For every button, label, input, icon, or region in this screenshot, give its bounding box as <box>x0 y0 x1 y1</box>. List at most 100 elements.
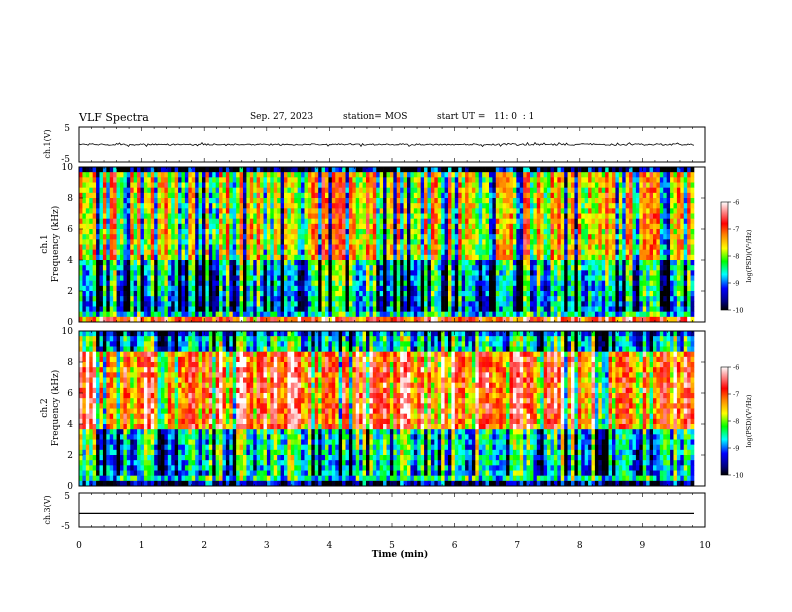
spectrogram-cell <box>287 177 292 183</box>
spectrogram-cell <box>154 182 158 188</box>
spectrogram-cell <box>567 275 572 281</box>
spectrogram-cell <box>232 234 237 240</box>
spectrogram-cell <box>178 208 182 214</box>
spectrogram-cell <box>328 301 333 307</box>
spectrogram-cell <box>284 249 288 256</box>
spectrogram-cell <box>492 260 497 266</box>
spectrogram-cell <box>454 208 459 214</box>
spectrogram-cell <box>198 270 203 276</box>
spectrogram-cell <box>318 223 322 230</box>
spectrogram-cell <box>632 203 637 209</box>
spectrogram-cell <box>499 265 503 271</box>
spectrogram-cell <box>451 301 456 307</box>
spectrogram-cell <box>379 301 384 307</box>
spectrogram-cell <box>577 213 582 219</box>
spectrogram-cell <box>471 192 476 199</box>
spectrogram-cell <box>191 229 196 235</box>
spectrogram-cell <box>126 280 131 287</box>
spectrogram-cell <box>448 275 452 281</box>
spectrogram-cell <box>109 223 114 230</box>
spectrogram-cell <box>506 234 510 240</box>
spectrogram-cell <box>417 311 421 318</box>
spectrogram-cell <box>331 198 336 204</box>
spectrogram-cell <box>560 198 565 204</box>
spectrogram-cell <box>225 208 230 214</box>
spectrogram-cell <box>642 213 647 219</box>
spectrogram-cell <box>629 234 633 240</box>
spectrogram-cell <box>591 218 596 225</box>
spectrogram-cell <box>359 244 363 250</box>
spectrogram-cell <box>290 192 295 199</box>
spectrogram-cell <box>629 260 633 266</box>
spectrogram-cell <box>140 218 145 225</box>
spectrogram-cell <box>642 254 647 261</box>
spectrogram-cell <box>564 249 568 256</box>
spectrogram-cell <box>273 275 278 281</box>
spectrogram-cell <box>362 239 367 245</box>
spectrogram-cell <box>605 275 609 281</box>
spectrogram-cell <box>403 249 408 256</box>
spectrogram-cell <box>417 301 421 307</box>
spectrogram-cell <box>188 280 193 287</box>
spectrogram-cell <box>420 213 425 219</box>
spectrogram-cell <box>584 306 589 312</box>
spectrogram-cell <box>594 306 599 312</box>
spectrogram-cell <box>256 182 261 188</box>
spectrogram-cell <box>605 270 609 276</box>
spectrogram-cell <box>294 213 298 219</box>
spectrogram-cell <box>191 192 196 199</box>
spectrogram-cell <box>85 316 90 323</box>
spectrogram-cell <box>164 311 169 318</box>
spectrogram-cell <box>348 213 353 219</box>
spectrogram-cell <box>287 187 292 194</box>
spectrogram-cell <box>618 192 623 199</box>
spectrogram-cell <box>632 198 637 204</box>
spectrogram-cell <box>171 254 175 261</box>
spectrogram-cell <box>273 270 278 276</box>
spectrogram-cell <box>143 198 148 204</box>
spectrogram-cell <box>325 260 329 266</box>
spectrogram-cell <box>301 229 305 235</box>
spectrogram-cell <box>191 249 196 256</box>
spectrogram-cell <box>547 229 551 235</box>
spectrogram-cell <box>376 301 380 307</box>
spectrogram-cell <box>540 218 544 225</box>
spectrogram-cell <box>550 285 555 292</box>
spectrogram-cell <box>229 296 234 302</box>
spectrogram-cell <box>526 182 531 188</box>
spectrogram-cell <box>123 244 128 250</box>
spectrogram-cell <box>116 203 121 209</box>
spectrogram-cell <box>174 177 179 183</box>
spectrogram-cell <box>79 254 83 261</box>
spectrogram-cell <box>82 280 87 287</box>
spectrogram-cell <box>260 218 264 225</box>
spectrogram-cell <box>601 192 606 199</box>
spectrogram-cell <box>471 249 476 256</box>
spectrogram-cell <box>198 249 203 256</box>
spectrogram-cell <box>612 187 616 194</box>
spectrogram-cell <box>536 291 541 297</box>
spectrogram-cell <box>304 218 309 225</box>
spectrogram-cell <box>564 270 568 276</box>
spectrogram-cell <box>557 265 562 271</box>
spectrogram-cell <box>389 296 394 302</box>
spectrogram-cell <box>369 254 374 261</box>
spectrogram-cell <box>557 192 562 199</box>
spectrogram-cell <box>417 239 421 245</box>
spectrogram-cell <box>584 311 589 318</box>
spectrogram-cell <box>133 177 138 183</box>
spectrogram-cell <box>277 275 281 281</box>
spectrogram-cell <box>229 167 234 173</box>
spectrogram-cell <box>256 275 261 281</box>
spectrogram-cell <box>239 239 244 245</box>
spectrogram-cell <box>82 244 87 250</box>
spectrogram-cell <box>444 270 449 276</box>
spectrogram-cell <box>321 223 326 230</box>
spectrogram-cell <box>174 285 179 292</box>
spectrogram-cell <box>277 172 281 178</box>
spectrogram-cell <box>307 198 312 204</box>
spectrogram-cell <box>376 229 380 235</box>
spectrogram-cell <box>178 296 182 302</box>
spectrogram-cell <box>307 192 312 199</box>
spectrogram-cell <box>331 296 336 302</box>
